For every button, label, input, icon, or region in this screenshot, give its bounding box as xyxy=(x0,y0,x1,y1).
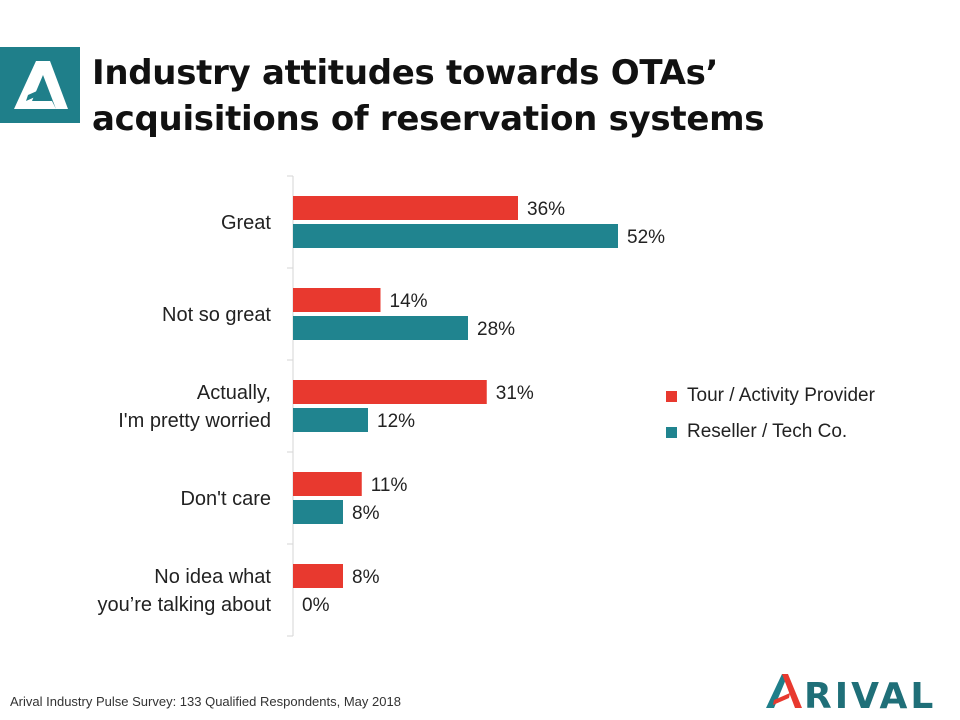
bar-tour xyxy=(293,564,343,588)
data-label-reseller: 52% xyxy=(627,227,665,248)
category-label: No idea what xyxy=(154,566,271,588)
arival-wordmark-logo: RIVAL xyxy=(766,674,936,716)
data-label-tour: 8% xyxy=(352,567,380,588)
category-label: Great xyxy=(221,212,271,234)
bar-tour xyxy=(293,288,381,312)
category-label: Not so great xyxy=(162,304,271,326)
legend: Tour / Activity Provider Reseller / Tech… xyxy=(666,378,875,450)
arival-logo-mark-icon xyxy=(0,47,80,123)
data-label-reseller: 12% xyxy=(377,411,415,432)
data-label-tour: 14% xyxy=(390,291,428,312)
data-label-reseller: 8% xyxy=(352,503,380,524)
bar-reseller xyxy=(293,500,343,524)
bar-reseller xyxy=(293,316,468,340)
legend-swatch-reseller xyxy=(666,426,677,438)
data-label-reseller: 0% xyxy=(302,595,330,616)
legend-item-reseller: Reseller / Tech Co. xyxy=(666,414,875,450)
chart-title: Industry attitudes towards OTAs’ acquisi… xyxy=(92,50,912,142)
category-label: I'm pretty worried xyxy=(118,410,271,432)
chart-title-line-1: Industry attitudes towards OTAs’ xyxy=(92,53,719,93)
category-label: Don't care xyxy=(180,488,271,510)
legend-label-tour: Tour / Activity Provider xyxy=(687,385,875,406)
bar-reseller xyxy=(293,408,368,432)
bar-tour xyxy=(293,196,518,220)
bar-reseller xyxy=(293,224,618,248)
legend-label-reseller: Reseller / Tech Co. xyxy=(687,421,848,442)
data-label-tour: 36% xyxy=(527,199,565,220)
chart-title-line-2: acquisitions of reservation systems xyxy=(92,99,765,139)
data-label-reseller: 28% xyxy=(477,319,515,340)
category-label: you’re talking about xyxy=(98,594,272,616)
footnote: Arival Industry Pulse Survey: 133 Qualif… xyxy=(10,694,401,709)
data-label-tour: 31% xyxy=(496,383,534,404)
bar-tour xyxy=(293,472,362,496)
bar-tour xyxy=(293,380,487,404)
category-label: Actually, xyxy=(197,382,271,404)
brand-wordmark: RIVAL xyxy=(804,676,936,716)
legend-swatch-tour xyxy=(666,390,677,402)
legend-item-tour: Tour / Activity Provider xyxy=(666,378,875,414)
data-label-tour: 11% xyxy=(371,475,408,496)
